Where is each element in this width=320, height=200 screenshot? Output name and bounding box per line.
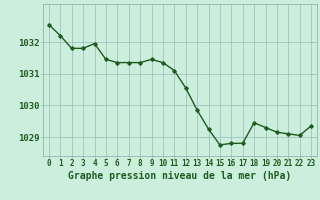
X-axis label: Graphe pression niveau de la mer (hPa): Graphe pression niveau de la mer (hPa) — [68, 171, 292, 181]
